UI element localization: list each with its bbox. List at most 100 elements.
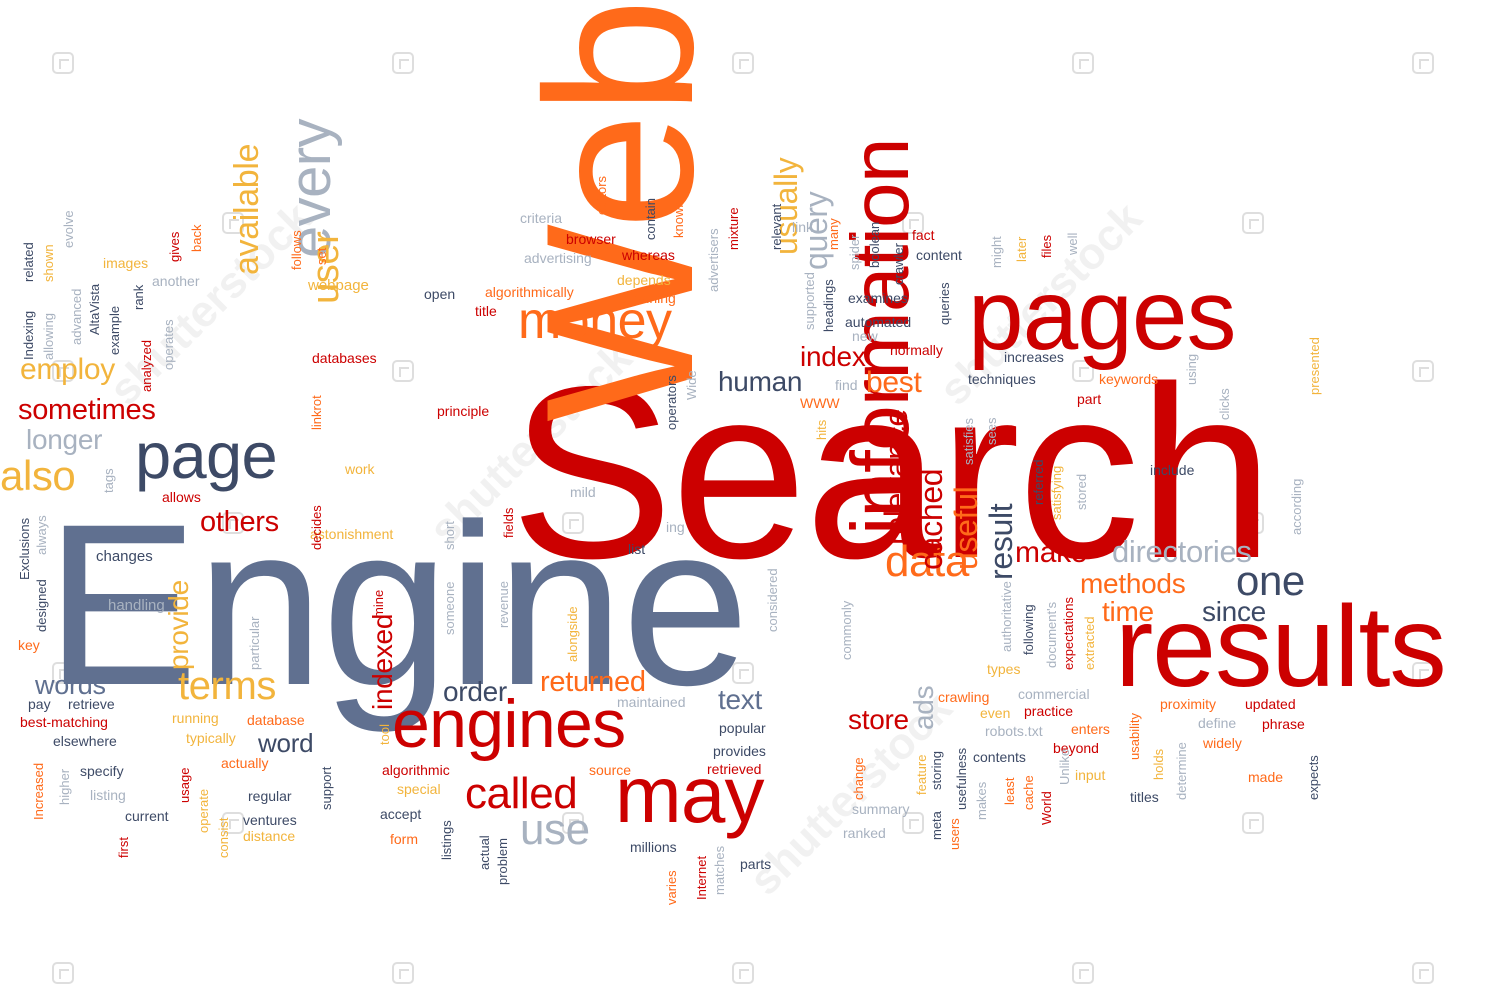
watermark-mark [732,52,754,74]
word: WWW [800,395,840,411]
word: returned [540,666,646,698]
word: retrieved [707,761,762,777]
watermark-mark [392,360,414,382]
word: clicks [1217,388,1232,420]
word: supported [802,272,817,330]
word: ing [666,519,685,535]
word: linkrot [309,395,324,430]
word: elsewhere [53,733,117,749]
watermark-mark [1412,962,1434,984]
watermark-mark [562,812,584,834]
word: operators [664,375,679,430]
watermark-mark [562,512,584,534]
watermark-mark [732,662,754,684]
word: criteria [520,210,563,226]
word: fields [501,507,516,538]
word: boolean [867,221,882,268]
word: terms [178,664,277,708]
word: keywords [1099,371,1159,387]
word: source [589,762,632,778]
word: least [1002,777,1017,805]
watermark-mark [1072,962,1094,984]
word: open [424,286,456,302]
word: back [189,224,204,252]
word: accept [380,806,422,822]
word: advanced [69,288,84,345]
word: sometimes [18,394,156,426]
word: Wide [684,370,699,400]
word: tool [377,724,392,745]
word: typically [186,730,236,746]
word: satisfies [961,418,976,465]
watermark-mark [902,812,924,834]
word: input [1075,767,1106,783]
word: tags [101,468,116,493]
word: techniques [968,371,1036,387]
word: actually [221,755,269,771]
word: varies [664,870,679,905]
word: since [1202,596,1266,627]
word: someone [442,581,457,635]
word: cache [1021,775,1036,810]
word: queries [937,282,952,325]
watermark-mark [52,360,74,382]
word: engines [392,686,626,762]
word: methods [1080,568,1186,599]
word: matches [712,845,727,895]
word: current [125,808,169,824]
word: following [1021,604,1036,655]
word: specify [80,763,124,779]
word: listings [439,820,454,860]
word: practice [1024,703,1074,719]
word: key [18,637,40,653]
watermark-mark [732,962,754,984]
word: referred [1031,459,1046,505]
word: may [615,750,765,839]
word: Indexing [21,310,36,360]
word: pages [968,259,1236,371]
word: Increased [31,762,46,820]
word: store [848,704,909,735]
word: even [980,705,1011,721]
word: part [1077,391,1102,407]
word: link [792,219,814,235]
word: browser [566,231,616,247]
word: algorithmic [382,762,450,778]
word: according [1289,478,1304,535]
word: headings [821,279,836,332]
word: sees [984,417,999,445]
word: considered [765,568,780,632]
word: popular [719,720,766,736]
word: operates [161,319,176,370]
word: stored [1074,473,1089,510]
word: use [520,805,590,854]
word: set [314,247,329,265]
word: crawler [891,243,906,285]
word: employ [20,353,115,386]
word: designed [34,579,49,632]
word: form [390,831,418,847]
word: alongside [565,606,580,662]
word: advertisers [706,228,721,292]
word: ventures [243,812,297,828]
watermark-mark [1242,512,1264,534]
word: another [152,273,200,289]
word: World [1039,791,1054,825]
word: mild [570,484,596,500]
word: databases [312,350,377,366]
word: ranked [843,825,886,841]
word: list [628,541,646,557]
word: also [0,452,76,499]
word: data [885,537,969,586]
word: phrase [1262,716,1305,732]
word: time [1102,596,1154,627]
word: order [443,676,507,707]
word: images [103,255,149,271]
word: longer [26,424,103,455]
word: database [247,712,305,728]
word: work [345,461,375,477]
watermark-mark [1072,52,1094,74]
word: advertising [524,250,592,266]
word: words [35,670,106,700]
